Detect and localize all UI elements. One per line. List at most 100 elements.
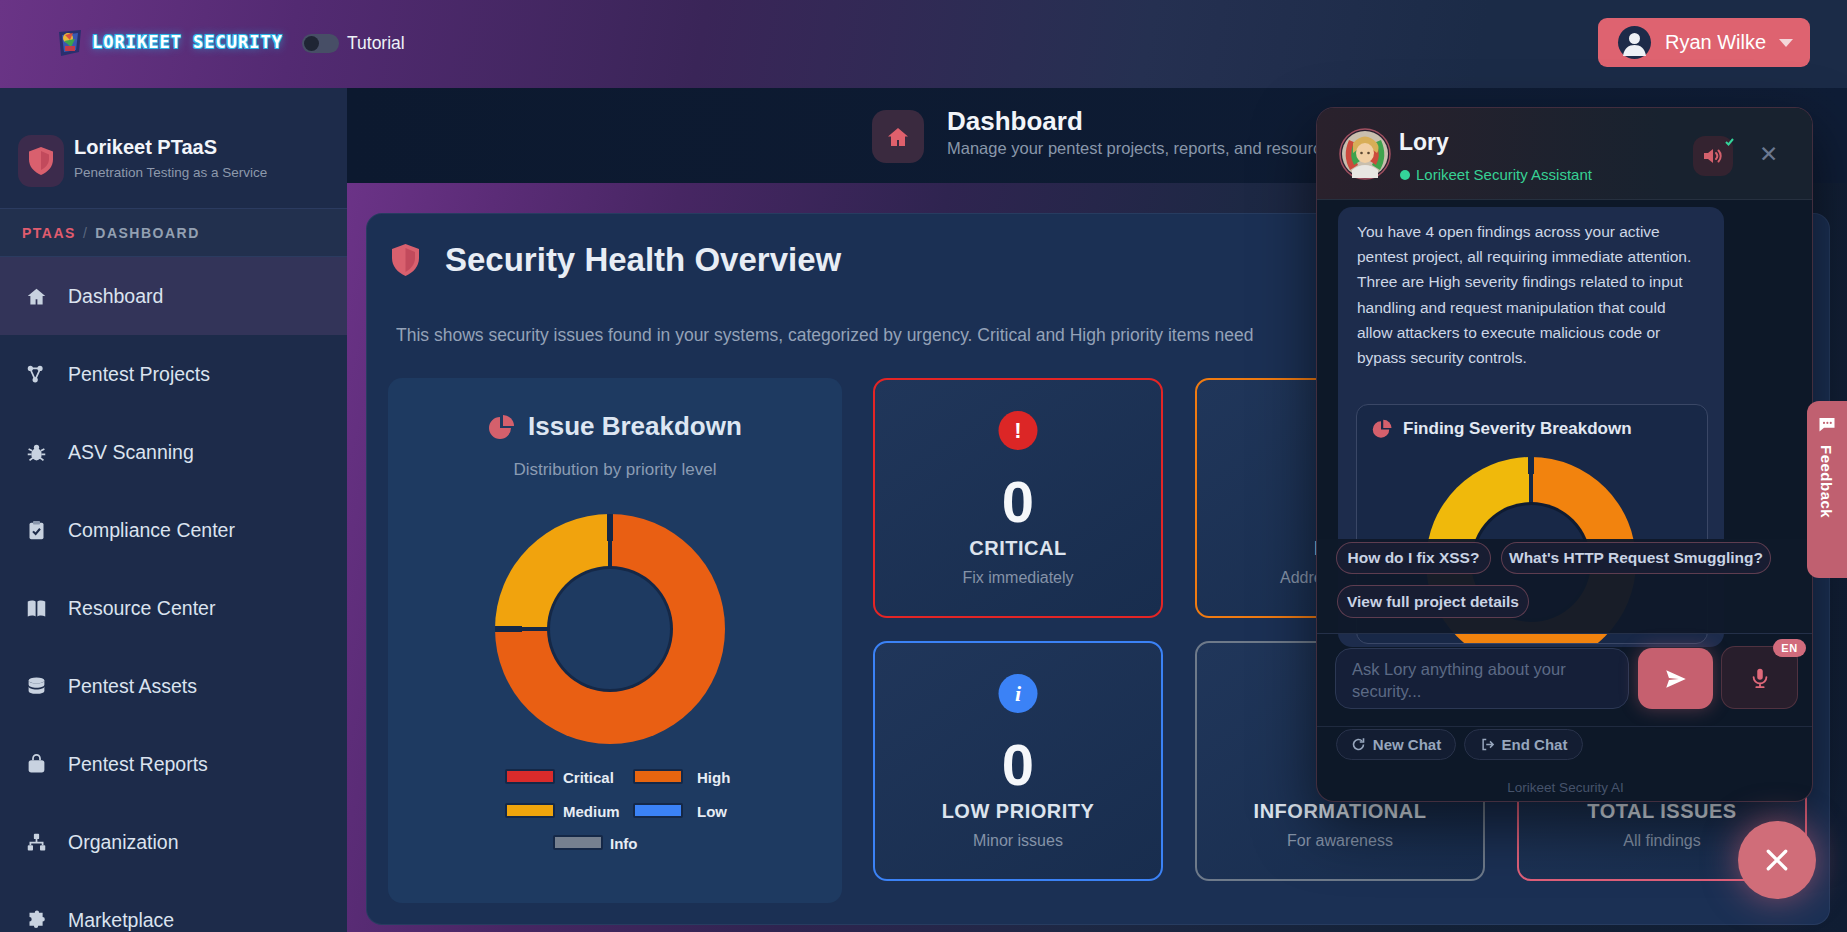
lory-chat-panel: Lory Lorikeet Security Assistant ✕ You h… xyxy=(1316,107,1813,802)
breakdown-subtitle: Distribution by priority level xyxy=(388,460,842,480)
online-status-dot xyxy=(1400,170,1410,180)
legend-swatch-critical xyxy=(505,769,555,784)
refresh-icon xyxy=(1351,737,1366,752)
open-book-icon xyxy=(26,598,47,619)
low-sublabel: Minor issues xyxy=(875,832,1161,850)
end-chat-button[interactable]: End Chat xyxy=(1464,729,1583,760)
legend-swatch-medium xyxy=(505,803,555,818)
exit-icon xyxy=(1480,737,1495,752)
breadcrumb-separator: / xyxy=(83,225,88,241)
chevron-down-icon xyxy=(1779,39,1793,47)
dashboard-home-icon xyxy=(872,110,924,163)
legend-label-low: Low xyxy=(697,803,727,820)
low-count: 0 xyxy=(875,731,1161,798)
tutorial-label: Tutorial xyxy=(347,33,405,54)
toggle-knob xyxy=(304,36,319,51)
clipboard-check-icon xyxy=(26,520,47,541)
informational-sublabel: For awareness xyxy=(1197,832,1483,850)
sidebar-item-dashboard[interactable]: Dashboard xyxy=(0,257,347,335)
home-icon xyxy=(26,286,47,307)
informational-label: INFORMATIONAL xyxy=(1197,800,1483,823)
share-nodes-icon xyxy=(26,364,47,385)
sidebar-menu: Dashboard Pentest Projects ASV Scanning … xyxy=(0,257,347,932)
finding-severity-title: Finding Severity Breakdown xyxy=(1403,419,1632,439)
app: LORIKEET SECURITY Tutorial Ryan Wilke Lo… xyxy=(0,0,1847,932)
overview-title: Security Health Overview xyxy=(445,241,841,279)
issue-breakdown-panel: Issue Breakdown Distribution by priority… xyxy=(388,378,842,903)
low-label: LOW PRIORITY xyxy=(875,800,1161,823)
chat-header xyxy=(1317,108,1813,200)
product-title: Lorikeet PTaaS xyxy=(74,136,217,159)
legend-label-info: Info xyxy=(610,835,638,852)
stat-card-low-priority: i 0 LOW PRIORITY Minor issues xyxy=(873,641,1163,881)
sidebar-item-pentest-assets[interactable]: Pentest Assets xyxy=(0,647,347,725)
sidebar-item-pentest-reports[interactable]: Pentest Reports xyxy=(0,725,347,803)
info-icon: i xyxy=(999,674,1038,713)
assistant-name: Lory xyxy=(1399,129,1449,156)
chip-fix-xss[interactable]: How do I fix XSS? xyxy=(1336,542,1491,574)
total-label: TOTAL ISSUES xyxy=(1519,800,1805,823)
user-menu-button[interactable]: Ryan Wilke xyxy=(1598,18,1810,67)
ptaas-shield-icon xyxy=(18,135,64,187)
critical-count: 0 xyxy=(875,468,1161,535)
send-button[interactable] xyxy=(1638,648,1713,709)
assistant-status: Lorikeet Security Assistant xyxy=(1416,166,1592,183)
suggestion-chips-area: How do I fix XSS? What's HTTP Request Sm… xyxy=(1317,539,1813,633)
sidebar: Lorikeet PTaaS Penetration Testing as a … xyxy=(0,88,347,932)
legend-label-critical: Critical xyxy=(563,769,614,786)
breadcrumb: PTAAS / DASHBOARD xyxy=(0,208,347,257)
sidebar-item-compliance-center[interactable]: Compliance Center xyxy=(0,491,347,569)
pie-chart-icon xyxy=(1372,419,1393,440)
feedback-tab[interactable]: Feedback xyxy=(1807,401,1847,578)
new-chat-button[interactable]: New Chat xyxy=(1336,729,1456,760)
critical-sublabel: Fix immediately xyxy=(875,569,1161,587)
chat-input[interactable] xyxy=(1335,648,1629,709)
sidebar-item-resource-center[interactable]: Resource Center xyxy=(0,569,347,647)
divider xyxy=(1317,726,1813,727)
divider xyxy=(1317,633,1813,634)
report-bag-icon xyxy=(26,754,47,775)
language-badge: EN xyxy=(1773,639,1806,657)
overview-description: This shows security issues found in your… xyxy=(396,325,1326,346)
database-icon xyxy=(26,676,47,697)
legend-label-medium: Medium xyxy=(563,803,620,820)
org-chart-icon xyxy=(26,832,47,853)
critical-label: CRITICAL xyxy=(875,537,1161,560)
donut-hole xyxy=(550,569,670,689)
puzzle-icon xyxy=(26,910,47,931)
legend-label-high: High xyxy=(697,769,730,786)
chat-bubble-icon xyxy=(1818,415,1836,433)
user-name: Ryan Wilke xyxy=(1665,31,1766,54)
legend-swatch-low xyxy=(633,803,683,818)
shield-icon xyxy=(392,244,419,278)
speaker-active-tick xyxy=(1725,137,1734,146)
breadcrumb-section[interactable]: PTAAS xyxy=(22,225,76,241)
sidebar-item-marketplace[interactable]: Marketplace xyxy=(0,881,347,932)
alert-icon: ! xyxy=(999,411,1038,450)
top-bar: LORIKEET SECURITY Tutorial Ryan Wilke xyxy=(0,0,1847,88)
sidebar-item-pentest-projects[interactable]: Pentest Projects xyxy=(0,335,347,413)
user-avatar xyxy=(1618,26,1651,59)
lorikeet-logo-icon xyxy=(55,26,85,60)
sidebar-item-organization[interactable]: Organization xyxy=(0,803,347,881)
tutorial-toggle[interactable] xyxy=(302,34,339,53)
pie-chart-icon xyxy=(488,414,516,442)
chip-http-smuggling[interactable]: What's HTTP Request Smuggling? xyxy=(1501,542,1771,574)
sidebar-item-asv-scanning[interactable]: ASV Scanning xyxy=(0,413,347,491)
breakdown-title: Issue Breakdown xyxy=(528,411,742,442)
legend-swatch-info xyxy=(553,835,603,850)
product-subtitle: Penetration Testing as a Service xyxy=(74,165,267,180)
breadcrumb-page: DASHBOARD xyxy=(95,225,200,241)
chat-footer: Lorikeet Security AI xyxy=(1317,780,1813,795)
page-subtitle: Manage your pentest projects, reports, a… xyxy=(947,139,1339,158)
assistant-message: You have 4 open findings across your act… xyxy=(1357,223,1691,366)
lory-avatar xyxy=(1339,128,1391,180)
bug-icon xyxy=(26,442,47,463)
person-icon xyxy=(1618,26,1651,59)
close-icon[interactable]: ✕ xyxy=(1759,141,1778,168)
chip-view-project[interactable]: View full project details xyxy=(1337,585,1529,618)
chat-dismiss-button[interactable] xyxy=(1738,821,1816,899)
stat-card-critical: ! 0 CRITICAL Fix immediately xyxy=(873,378,1163,618)
legend-swatch-high xyxy=(633,769,683,784)
page-title: Dashboard xyxy=(947,106,1083,137)
